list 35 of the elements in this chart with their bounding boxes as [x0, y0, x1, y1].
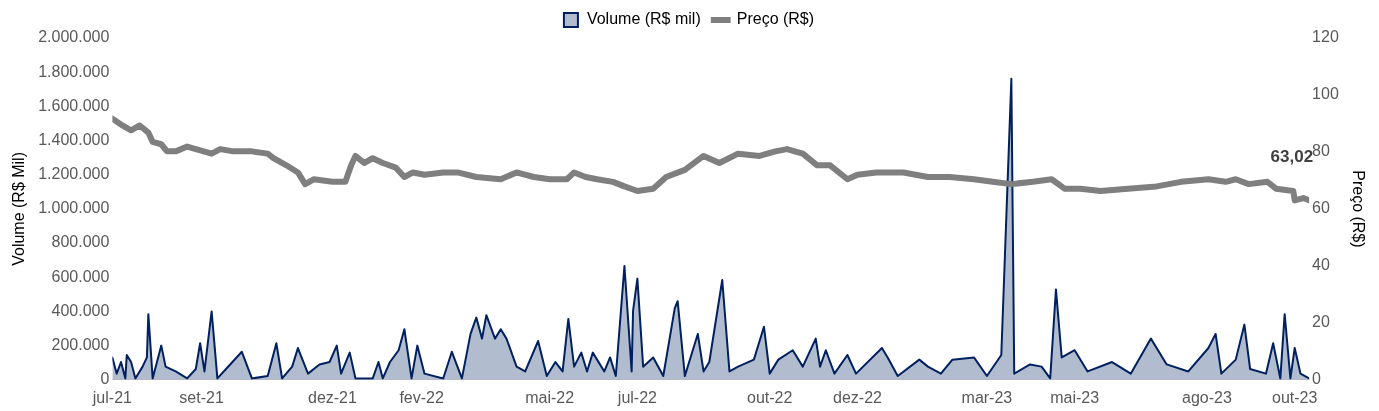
x-tick-label: mai-22: [525, 388, 575, 406]
y2-tick-label: 40: [1312, 256, 1330, 274]
y2-axis-title: Preço (R$): [1349, 170, 1367, 248]
y2-tick-label: 0: [1312, 370, 1322, 388]
y-tick-label: 1.000.000: [38, 199, 110, 217]
y-tick-label: 1.600.000: [38, 96, 110, 114]
y2-tick-label: 120: [1312, 28, 1339, 46]
x-tick-label: ago-23: [1182, 388, 1232, 406]
y-tick-label: 2.000.000: [38, 28, 110, 46]
x-tick-label: dez-21: [307, 388, 358, 406]
x-tick-label: mai-23: [1050, 388, 1100, 406]
x-tick-label: jul-21: [91, 388, 133, 406]
y2-tick-label: 20: [1312, 313, 1330, 331]
y-tick-label: 1.200.000: [38, 165, 110, 183]
x-tick-label: mar-23: [961, 388, 1013, 406]
y-tick-label: 400.000: [51, 301, 110, 319]
data-label: 63,02: [1270, 147, 1314, 167]
x-tick-label: out-22: [747, 388, 793, 406]
y-tick-label: 1.400.000: [38, 130, 110, 148]
y-tick-label: 800.000: [51, 233, 110, 251]
y-tick-label: 0: [100, 370, 110, 388]
y2-tick-label: 60: [1312, 199, 1330, 217]
y2-tick-label: 80: [1312, 142, 1330, 160]
x-tick-label: dez-22: [833, 388, 883, 406]
y-tick-label: 200.000: [51, 336, 110, 354]
x-tick-label: fev-22: [399, 388, 444, 406]
legend-label: Preço (R$): [736, 10, 815, 28]
y2-tick-label: 100: [1312, 85, 1339, 103]
y-tick-label: 1.800.000: [38, 62, 110, 80]
y-axis-title: Volume (R$ Mil): [10, 151, 28, 266]
y-tick-label: 600.000: [51, 267, 110, 285]
legend-label: Volume (R$ mil): [586, 10, 701, 28]
x-tick-label: set-21: [179, 388, 224, 406]
x-tick-label: out-23: [1272, 388, 1318, 406]
x-tick-label: jul-22: [616, 388, 658, 406]
